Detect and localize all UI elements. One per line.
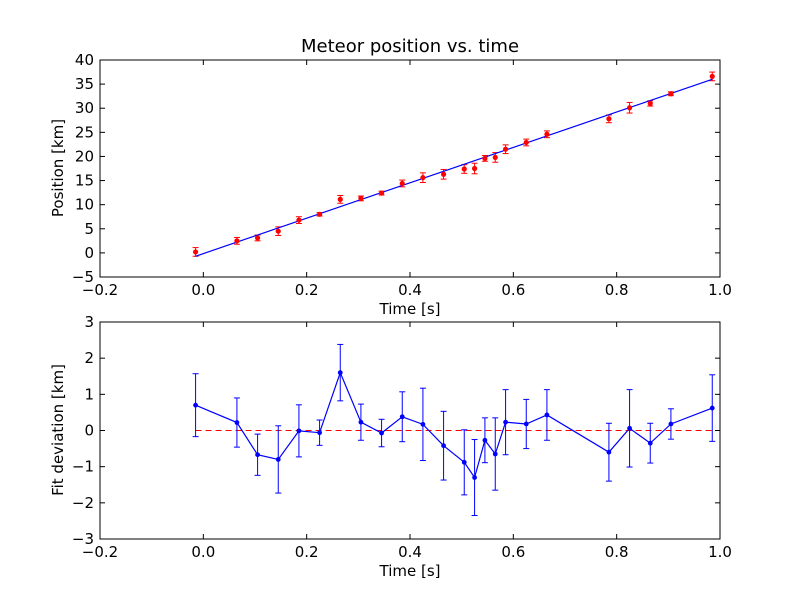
deviation-point	[441, 443, 446, 449]
position-point	[647, 100, 653, 106]
deviation-point	[606, 449, 612, 455]
position-plot-y-tick-label: 30	[75, 99, 94, 117]
deviation-point	[234, 420, 240, 425]
position-point	[523, 139, 529, 146]
deviation-point	[358, 419, 364, 425]
position-plot-y-tick-label: 10	[75, 196, 94, 214]
deviation-plot-x-tick-label: −0.2	[82, 543, 118, 561]
position-point	[709, 73, 715, 79]
deviation-point	[275, 457, 281, 462]
deviation-point	[544, 412, 550, 418]
position-plot-y-tick-label: −5	[72, 268, 94, 286]
position-point	[337, 196, 343, 202]
deviation-point	[709, 405, 715, 411]
position-plot-y-tick-label: 20	[75, 147, 94, 165]
deviation-point	[647, 440, 653, 446]
position-plot-x-tick-label: −0.2	[82, 281, 118, 299]
deviation-point	[492, 451, 498, 457]
deviation-point	[255, 452, 260, 458]
position-plot-y-tick-label: 25	[75, 123, 94, 141]
position-plot-y-tick-label: 35	[75, 75, 94, 93]
position-point	[399, 180, 405, 187]
deviation-plot-x-axis-label: Time [s]	[379, 562, 441, 580]
position-point	[275, 228, 281, 234]
position-point	[544, 131, 550, 137]
position-plot: Meteor position vs. time −0.2 0.0 0.2 0.4 0.…	[49, 36, 732, 318]
deviation-plot-x-tick-label: 0.8	[605, 543, 629, 561]
deviation-plot-x-tick-label: 0.0	[191, 543, 215, 561]
position-point	[440, 171, 447, 177]
position-plot-y-tick-label: 40	[75, 51, 94, 69]
position-point	[502, 146, 509, 152]
deviation-plot-y-tick-label: −3	[72, 530, 94, 548]
position-plot-x-tick-label: 0.2	[295, 281, 319, 299]
deviation-point	[668, 421, 674, 427]
position-point	[420, 175, 426, 181]
deviation-point	[379, 430, 384, 436]
deviation-plot: −0.2 0.0 0.2 0.4 0.6 0.8 1.0 −3 −2 −1 0 1 2 3 Time [s…	[49, 313, 732, 580]
deviation-point	[296, 428, 302, 434]
deviation-plot-y-tick-label: 0	[84, 422, 94, 440]
deviation-plot-y-tick-label: 2	[84, 349, 94, 367]
position-point	[358, 195, 364, 201]
deviation-point	[337, 370, 343, 376]
deviation-point	[317, 430, 322, 436]
position-point	[461, 166, 467, 172]
deviation-plot-y-tick-label: −1	[72, 458, 94, 476]
position-plot-x-tick-label: 0.0	[191, 281, 215, 299]
position-point	[482, 155, 488, 161]
chart-title: Meteor position vs. time	[301, 36, 519, 57]
position-point	[626, 105, 633, 111]
deviation-plot-y-tick-label: −2	[72, 494, 94, 512]
position-point	[471, 165, 478, 172]
position-plot-y-tick-label: 15	[75, 172, 94, 190]
deviation-point	[627, 425, 632, 431]
position-plot-x-tick-label: 1.0	[708, 281, 732, 299]
deviation-point	[461, 459, 467, 465]
deviation-plot-y-tick-label: 1	[84, 385, 94, 403]
deviation-series-line	[195, 370, 713, 479]
deviation-point	[503, 419, 508, 425]
deviation-plot-ticks: −0.2 0.0 0.2 0.4 0.6 0.8 1.0 −3 −2 −1 0 1 2 3	[72, 313, 732, 561]
deviation-point	[482, 437, 488, 443]
position-point	[254, 235, 261, 241]
deviation-plot-x-tick-label: 1.0	[708, 543, 732, 561]
deviation-point	[193, 402, 198, 408]
position-plot-x-tick-label: 0.4	[398, 281, 422, 299]
position-plot-x-axis-label: Time [s]	[379, 300, 441, 318]
deviation-plot-x-tick-label: 0.6	[501, 543, 525, 561]
position-point	[192, 249, 199, 255]
position-plot-y-tick-label: 0	[84, 244, 94, 262]
deviation-plot-y-tick-label: 3	[84, 313, 94, 331]
deviation-plot-y-axis-label: Fit deviation [km]	[49, 364, 67, 496]
position-point	[492, 154, 498, 161]
deviation-point	[420, 421, 426, 427]
position-plot-y-axis-label: Position [km]	[49, 119, 67, 217]
deviation-point	[472, 475, 477, 480]
position-plot-ticks: −0.2 0.0 0.2 0.4 0.6 0.8 1.0 −5 0 5 10 15 20 25 30 35 40	[72, 51, 732, 299]
deviation-plot-x-tick-label: 0.2	[295, 543, 319, 561]
deviation-plot-x-tick-label: 0.4	[398, 543, 422, 561]
position-point	[316, 211, 323, 217]
position-point	[234, 238, 240, 244]
position-point	[378, 190, 385, 196]
position-point	[668, 91, 674, 97]
position-plot-y-tick-label: 5	[84, 220, 94, 238]
position-point	[296, 217, 302, 223]
position-plot-data	[192, 71, 716, 257]
position-plot-x-tick-label: 0.8	[605, 281, 629, 299]
deviation-point	[523, 421, 529, 427]
fit-line	[195, 78, 713, 257]
position-point	[606, 116, 612, 122]
position-plot-x-tick-label: 0.6	[501, 281, 525, 299]
deviation-point	[399, 414, 405, 420]
deviation-plot-data	[192, 343, 716, 516]
